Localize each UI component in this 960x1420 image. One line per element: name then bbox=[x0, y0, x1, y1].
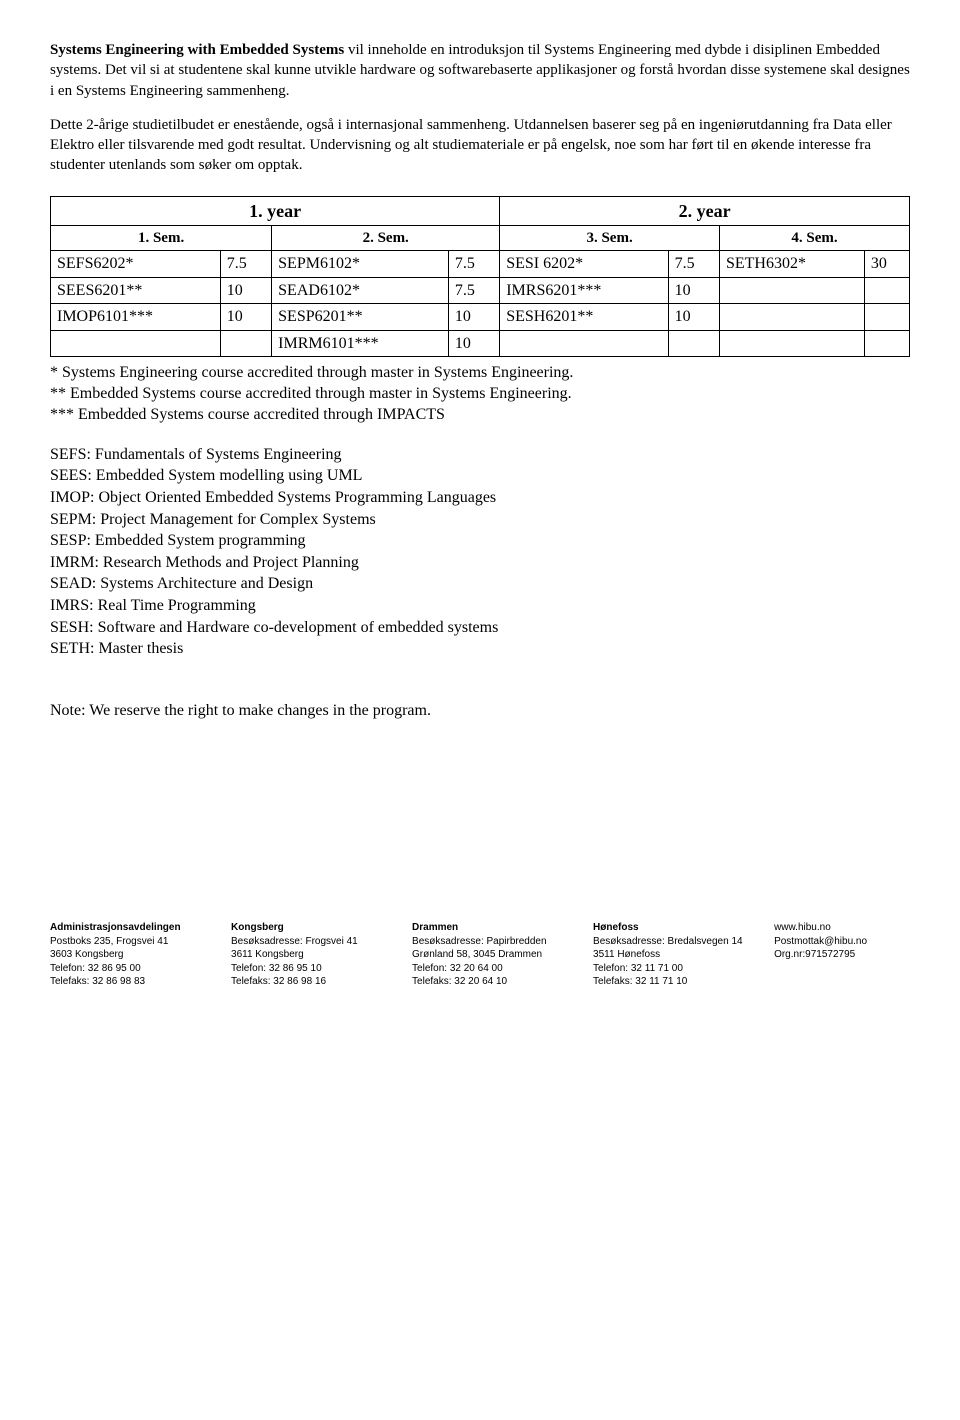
legend-line: IMRS: Real Time Programming bbox=[50, 595, 910, 617]
footer-line: 3603 Kongsberg bbox=[50, 948, 201, 962]
footer-col-admin: Administrasjonsavdelingen Postboks 235, … bbox=[50, 921, 201, 989]
cell: SESH6201** bbox=[500, 304, 668, 331]
legend-line: IMRM: Research Methods and Project Plann… bbox=[50, 552, 910, 574]
table-row: IMOP6101*** 10 SESP6201** 10 SESH6201** … bbox=[51, 304, 910, 331]
footer-col-web: www.hibu.no Postmottak@hibu.no Org.nr:97… bbox=[774, 921, 910, 989]
legend-line: IMOP: Object Oriented Embedded Systems P… bbox=[50, 487, 910, 509]
cell: SEFS6202* bbox=[51, 251, 221, 278]
cell bbox=[719, 277, 864, 304]
cell bbox=[668, 330, 719, 357]
legend-line: SEFS: Fundamentals of Systems Engineerin… bbox=[50, 444, 910, 466]
course-legend: SEFS: Fundamentals of Systems Engineerin… bbox=[50, 444, 910, 660]
cell: SETH6302* bbox=[719, 251, 864, 278]
footer-line: Org.nr:971572795 bbox=[774, 948, 910, 962]
footer-line: Postmottak@hibu.no bbox=[774, 935, 910, 949]
sem-header-3: 3. Sem. bbox=[500, 225, 720, 250]
footer-line: www.hibu.no bbox=[774, 921, 910, 935]
table-row: IMRM6101*** 10 bbox=[51, 330, 910, 357]
cell bbox=[864, 304, 909, 331]
cell: IMRM6101*** bbox=[272, 330, 449, 357]
footer-line: Grønland 58, 3045 Drammen bbox=[412, 948, 563, 962]
cell: 7.5 bbox=[668, 251, 719, 278]
intro-paragraph-1: Systems Engineering with Embedded System… bbox=[50, 40, 910, 101]
cell bbox=[719, 304, 864, 331]
cell bbox=[51, 330, 221, 357]
legend-line: SEAD: Systems Architecture and Design bbox=[50, 573, 910, 595]
footnote: ** Embedded Systems course accredited th… bbox=[50, 384, 910, 405]
footer-line: Telefon: 32 86 95 10 bbox=[231, 962, 382, 976]
cell: 7.5 bbox=[448, 251, 499, 278]
footer-line: Telefon: 32 86 95 00 bbox=[50, 962, 201, 976]
footer-head: Drammen bbox=[412, 921, 563, 935]
cell: 7.5 bbox=[220, 251, 271, 278]
footer-line: Besøksadresse: Frogsvei 41 bbox=[231, 935, 382, 949]
footer-line: Telefon: 32 11 71 00 bbox=[593, 962, 744, 976]
cell: 7.5 bbox=[448, 277, 499, 304]
legend-line: SESP: Embedded System programming bbox=[50, 530, 910, 552]
footer-line: Telefaks: 32 20 64 10 bbox=[412, 975, 563, 989]
footnote: * Systems Engineering course accredited … bbox=[50, 363, 910, 384]
table-row: SEES6201** 10 SEAD6102* 7.5 IMRS6201*** … bbox=[51, 277, 910, 304]
legend-line: SETH: Master thesis bbox=[50, 638, 910, 660]
table-year-row: 1. year 2. year bbox=[51, 196, 910, 225]
footer-line: 3611 Kongsberg bbox=[231, 948, 382, 962]
footer-line: Besøksadresse: Papirbredden bbox=[412, 935, 563, 949]
cell: SEPM6102* bbox=[272, 251, 449, 278]
year-header-1: 1. year bbox=[51, 196, 500, 225]
footer-line: Telefon: 32 20 64 00 bbox=[412, 962, 563, 976]
cell bbox=[500, 330, 668, 357]
footer-line: Besøksadresse: Bredalsvegen 14 bbox=[593, 935, 744, 949]
page-footer: Administrasjonsavdelingen Postboks 235, … bbox=[50, 921, 910, 989]
cell: 10 bbox=[448, 330, 499, 357]
intro-paragraph-2: Dette 2-årige studietilbudet er eneståen… bbox=[50, 115, 910, 176]
cell: 10 bbox=[220, 277, 271, 304]
legend-line: SESH: Software and Hardware co-developme… bbox=[50, 617, 910, 639]
legend-line: SEES: Embedded System modelling using UM… bbox=[50, 465, 910, 487]
footnote: *** Embedded Systems course accredited t… bbox=[50, 405, 910, 426]
cell: SEES6201** bbox=[51, 277, 221, 304]
cell bbox=[864, 277, 909, 304]
sem-header-4: 4. Sem. bbox=[719, 225, 909, 250]
footer-line: Postboks 235, Frogsvei 41 bbox=[50, 935, 201, 949]
table-sem-row: 1. Sem. 2. Sem. 3. Sem. 4. Sem. bbox=[51, 225, 910, 250]
program-table: 1. year 2. year 1. Sem. 2. Sem. 3. Sem. … bbox=[50, 196, 910, 358]
cell: 10 bbox=[220, 304, 271, 331]
cell bbox=[719, 330, 864, 357]
table-row: SEFS6202* 7.5 SEPM6102* 7.5 SESI 6202* 7… bbox=[51, 251, 910, 278]
cell: 10 bbox=[668, 304, 719, 331]
cell: IMOP6101*** bbox=[51, 304, 221, 331]
legend-line: SEPM: Project Management for Complex Sys… bbox=[50, 509, 910, 531]
cell: SESP6201** bbox=[272, 304, 449, 331]
sem-header-1: 1. Sem. bbox=[51, 225, 272, 250]
cell: 10 bbox=[668, 277, 719, 304]
cell bbox=[220, 330, 271, 357]
footer-line: Telefaks: 32 86 98 16 bbox=[231, 975, 382, 989]
footer-head: Administrasjonsavdelingen bbox=[50, 921, 201, 935]
footer-line: Telefaks: 32 11 71 10 bbox=[593, 975, 744, 989]
intro-strong: Systems Engineering with Embedded System… bbox=[50, 42, 344, 58]
table-footnotes: * Systems Engineering course accredited … bbox=[50, 363, 910, 425]
sem-header-2: 2. Sem. bbox=[272, 225, 500, 250]
footer-col-kongsberg: Kongsberg Besøksadresse: Frogsvei 41 361… bbox=[231, 921, 382, 989]
cell bbox=[864, 330, 909, 357]
cell: 10 bbox=[448, 304, 499, 331]
cell: IMRS6201*** bbox=[500, 277, 668, 304]
footer-head: Hønefoss bbox=[593, 921, 744, 935]
cell: SESI 6202* bbox=[500, 251, 668, 278]
year-header-2: 2. year bbox=[500, 196, 910, 225]
footer-line: Telefaks: 32 86 98 83 bbox=[50, 975, 201, 989]
reserve-note: Note: We reserve the right to make chang… bbox=[50, 700, 910, 722]
cell: 30 bbox=[864, 251, 909, 278]
footer-col-drammen: Drammen Besøksadresse: Papirbredden Grøn… bbox=[412, 921, 563, 989]
footer-head: Kongsberg bbox=[231, 921, 382, 935]
footer-line: 3511 Hønefoss bbox=[593, 948, 744, 962]
cell: SEAD6102* bbox=[272, 277, 449, 304]
footer-col-honefoss: Hønefoss Besøksadresse: Bredalsvegen 14 … bbox=[593, 921, 744, 989]
